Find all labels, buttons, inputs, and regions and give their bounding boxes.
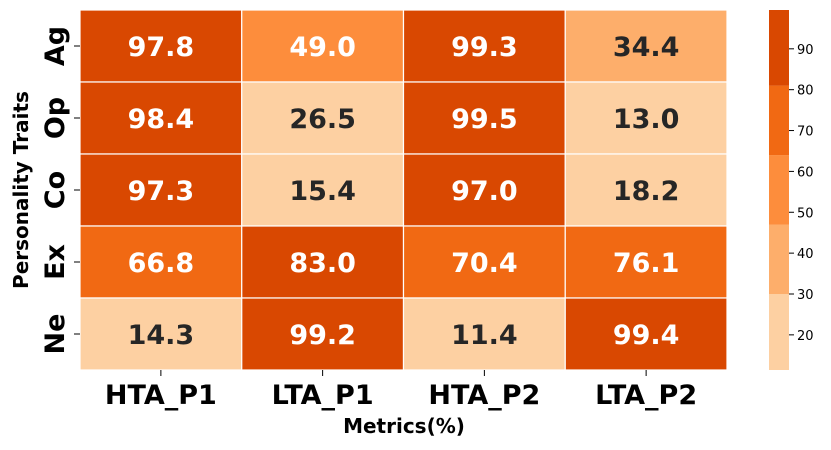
cell-value-label: 26.5 [289,104,356,135]
cell-value-label: 34.4 [613,32,680,63]
y-tick-label: Co [40,171,71,209]
colorbar-tick-label: 80 [797,84,814,99]
colorbar-segment [769,293,789,370]
cell-value-label: 13.0 [613,104,680,135]
cell-value-label: 66.8 [128,248,195,279]
heatmap-cell-Ne-LTA_P1 [241,297,405,371]
heatmap-cell-Co-LTA_P1 [241,153,405,227]
cell-value-label: 97.0 [451,176,518,207]
heatmap-cell-Co-LTA_P2 [564,153,728,227]
cell-value-label: 11.4 [451,320,518,351]
y-axis-label: Personality Traits [9,91,33,289]
heatmap-cell-Op-LTA_P2 [564,81,728,155]
x-tick-label: LTA_P2 [595,380,697,411]
heatmap-cell-Ne-HTA_P1 [79,297,243,371]
y-tick-label: Op [40,97,71,139]
cell-value-label: 18.2 [613,176,680,207]
x-axis-label: Metrics(%) [343,414,465,438]
cell-value-label: 99.3 [451,32,518,63]
x-tick-label: HTA_P1 [105,380,217,411]
colorbar-segment [769,155,789,225]
colorbar: 20 30 40 50 60 70 80 90 [769,10,814,370]
x-tick-labels: HTA_P1 LTA_P1 HTA_P2 LTA_P2 [105,370,697,411]
colorbar-tick-label: 40 [797,247,814,262]
heatmap-cells: 97.8 49.0 99.3 34.4 98.4 26.5 99.5 13.0 97.3 15.4… [79,9,728,371]
cell-value-label: 14.3 [128,320,195,351]
cell-value-label: 97.8 [128,32,195,63]
colorbar-tick-label: 20 [797,329,814,344]
cell-value-label: 49.0 [289,32,356,63]
heatmap-cell-Ag-HTA_P1 [79,9,243,83]
x-tick-label: HTA_P2 [428,380,540,411]
colorbar-tick-label: 30 [797,288,814,303]
heatmap-cell-Ex-LTA_P2 [564,225,728,299]
cell-value-label: 98.4 [128,104,195,135]
cell-value-label: 99.2 [289,320,356,351]
colorbar-tick-label: 90 [797,43,814,58]
y-tick-label: Ag [40,26,71,66]
cell-value-label: 15.4 [289,176,356,207]
cell-value-label: 76.1 [613,248,680,279]
y-tick-label: Ne [40,314,71,355]
heatmap-cell-Op-HTA_P1 [79,81,243,155]
heatmap-cell-Ne-HTA_P2 [402,297,566,371]
colorbar-tick-label: 60 [797,165,814,180]
heatmap-cell-Ex-LTA_P1 [241,225,405,299]
heatmap-cell-Ne-LTA_P2 [564,297,728,371]
colorbar-segment [769,224,789,294]
cell-value-label: 70.4 [451,248,518,279]
cell-value-label: 97.3 [128,176,195,207]
colorbar-tick-label: 50 [797,206,814,221]
heatmap-cell-Ex-HTA_P1 [79,225,243,299]
heatmap-cell-Op-LTA_P1 [241,81,405,155]
heatmap-cell-Ag-HTA_P2 [402,9,566,83]
y-tick-label: Ex [40,244,71,280]
colorbar-tick-label: 70 [797,125,814,140]
cell-value-label: 83.0 [289,248,356,279]
y-tick-labels: Ag Op Co Ex Ne [40,26,80,355]
x-tick-label: LTA_P1 [272,380,374,411]
cell-value-label: 99.5 [451,104,518,135]
heatmap-cell-Ag-LTA_P2 [564,9,728,83]
heatmap-cell-Ag-LTA_P1 [241,9,405,83]
colorbar-segment [769,10,789,86]
colorbar-segment [769,85,789,156]
cell-value-label: 99.4 [613,320,680,351]
